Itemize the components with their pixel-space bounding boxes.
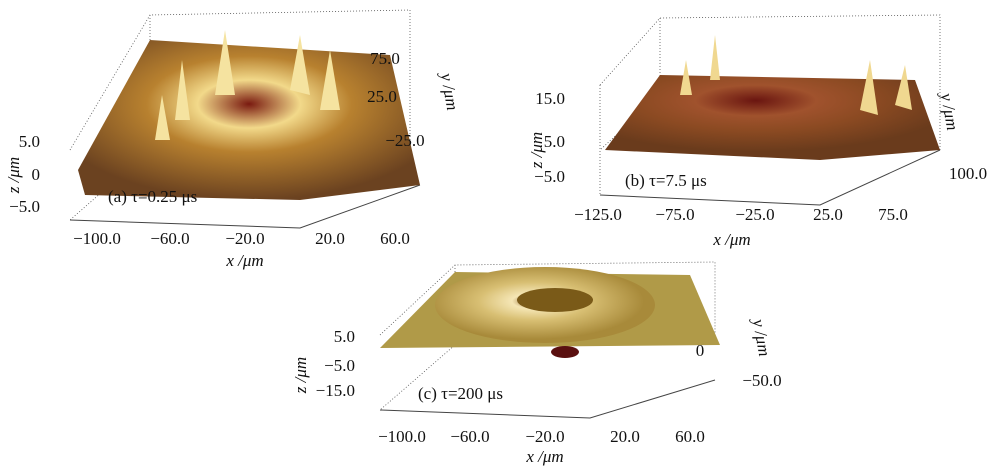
- panel-label: (c) τ=200 μs: [418, 384, 503, 403]
- z-axis-label: z /μm: [4, 157, 23, 194]
- x-tick-label: −20.0: [225, 229, 264, 248]
- x-tick-label: 60.0: [380, 229, 410, 248]
- y-axis-label: y /μm: [749, 316, 775, 358]
- crater-bottom: [551, 346, 579, 358]
- y-tick-label: 75.0: [370, 49, 400, 68]
- y-tick-label: −50.0: [742, 371, 781, 390]
- figure: (a) τ=0.25 μs x /μm y /μm z /μm −100.0 −60.0 −…: [0, 0, 998, 471]
- x-tick-label: 25.0: [813, 205, 843, 224]
- crater-pit: [517, 288, 593, 312]
- x-tick-label: −100.0: [378, 427, 426, 446]
- y-tick-label: 0: [696, 341, 705, 360]
- x-axis-label: x /μm: [225, 251, 263, 270]
- y-tick-label: 25.0: [367, 87, 397, 106]
- x-tick-label: 75.0: [878, 205, 908, 224]
- x-axis-label: x /μm: [712, 230, 750, 249]
- z-axis-label: z /μm: [291, 357, 310, 394]
- x-tick-label: −60.0: [150, 229, 189, 248]
- surface: [78, 40, 420, 200]
- x-tick-label: −100.0: [73, 229, 121, 248]
- y-axis-label: y /μm: [937, 90, 963, 132]
- z-tick-label: 15.0: [535, 89, 565, 108]
- panel-label: (a) τ=0.25 μs: [108, 187, 197, 206]
- z-tick-label: 0: [32, 165, 41, 184]
- z-tick-label: −5.0: [534, 167, 565, 186]
- x-tick-label: −20.0: [525, 427, 564, 446]
- x-tick-label: 20.0: [315, 229, 345, 248]
- y-tick-label: −25.0: [385, 131, 424, 150]
- x-tick-label: −25.0: [735, 205, 774, 224]
- z-tick-label: −5.0: [324, 356, 355, 375]
- x-axis-label: x /μm: [525, 447, 563, 466]
- surface: [605, 75, 940, 160]
- x-tick-label: −125.0: [574, 205, 622, 224]
- z-tick-label: −5.0: [9, 197, 40, 216]
- z-tick-label: 5.0: [544, 132, 565, 151]
- x-tick-label: −75.0: [655, 205, 694, 224]
- panel-label: (b) τ=7.5 μs: [625, 171, 707, 190]
- z-tick-label: 5.0: [19, 132, 40, 151]
- z-tick-label: −15.0: [316, 381, 355, 400]
- x-tick-label: 20.0: [610, 427, 640, 446]
- y-tick-label: 100.0: [949, 164, 987, 183]
- x-tick-label: −60.0: [450, 427, 489, 446]
- z-tick-label: 5.0: [334, 327, 355, 346]
- x-tick-label: 60.0: [675, 427, 705, 446]
- y-axis-label: y /μm: [437, 70, 463, 112]
